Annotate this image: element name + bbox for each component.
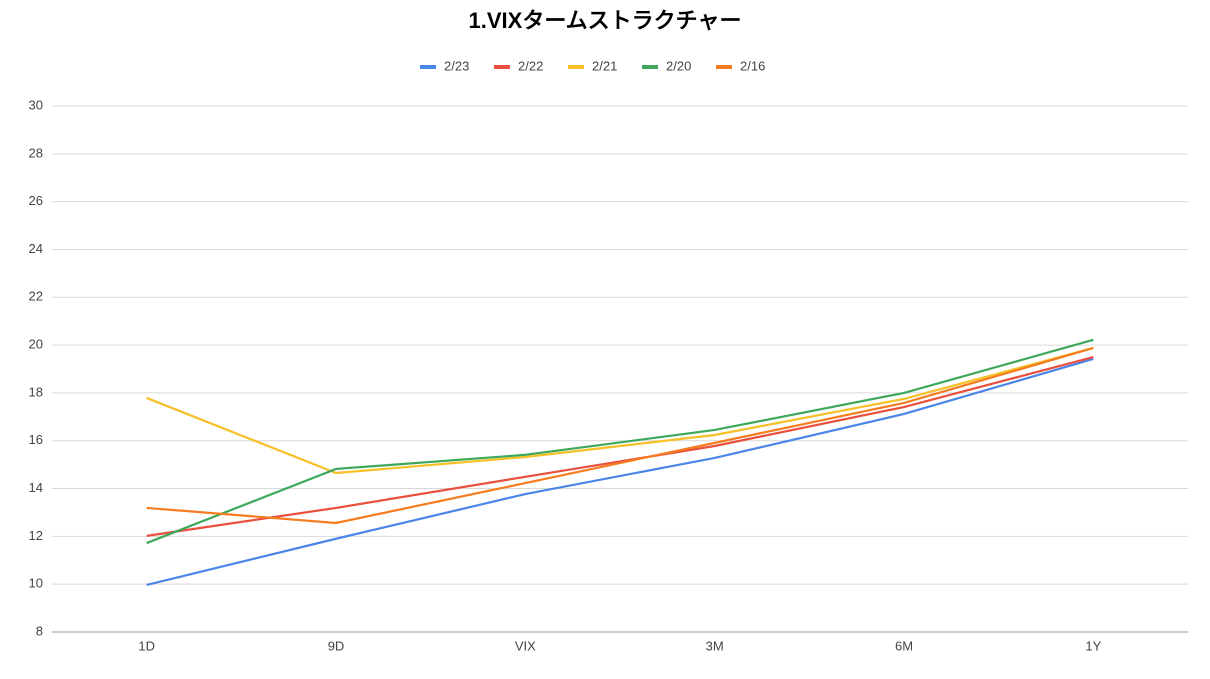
chart-title: 1.VIXタームストラクチャー bbox=[469, 8, 742, 33]
series-line bbox=[146, 338, 1094, 545]
legend-label: 2/21 bbox=[592, 58, 617, 73]
y-tick-label: 24 bbox=[29, 241, 43, 256]
series-line bbox=[146, 346, 1094, 525]
x-tick-label: 9D bbox=[328, 638, 345, 653]
legend-label: 2/22 bbox=[518, 58, 543, 73]
y-tick-label: 22 bbox=[29, 289, 43, 304]
x-tick-label: 3M bbox=[706, 638, 724, 653]
y-tick-label: 28 bbox=[29, 145, 43, 160]
x-tick-label: 1D bbox=[138, 638, 155, 653]
y-tick-label: 16 bbox=[29, 432, 43, 447]
y-tick-label: 14 bbox=[29, 480, 43, 495]
legend-label: 2/20 bbox=[666, 58, 691, 73]
y-tick-label: 30 bbox=[29, 97, 43, 112]
x-tick-label: 1Y bbox=[1085, 638, 1101, 653]
legend-label: 2/16 bbox=[740, 58, 765, 73]
series-line bbox=[146, 355, 1094, 537]
y-tick-label: 10 bbox=[29, 576, 43, 591]
legend-label: 2/23 bbox=[444, 58, 469, 73]
y-tick-label: 20 bbox=[29, 337, 43, 352]
x-tick-label: 6M bbox=[895, 638, 913, 653]
y-tick-label: 12 bbox=[29, 528, 43, 543]
series-line bbox=[146, 346, 1094, 475]
y-tick-label: 8 bbox=[36, 623, 43, 638]
y-tick-label: 26 bbox=[29, 193, 43, 208]
series-line bbox=[146, 357, 1094, 586]
x-tick-label: VIX bbox=[515, 638, 536, 653]
y-tick-label: 18 bbox=[29, 384, 43, 399]
